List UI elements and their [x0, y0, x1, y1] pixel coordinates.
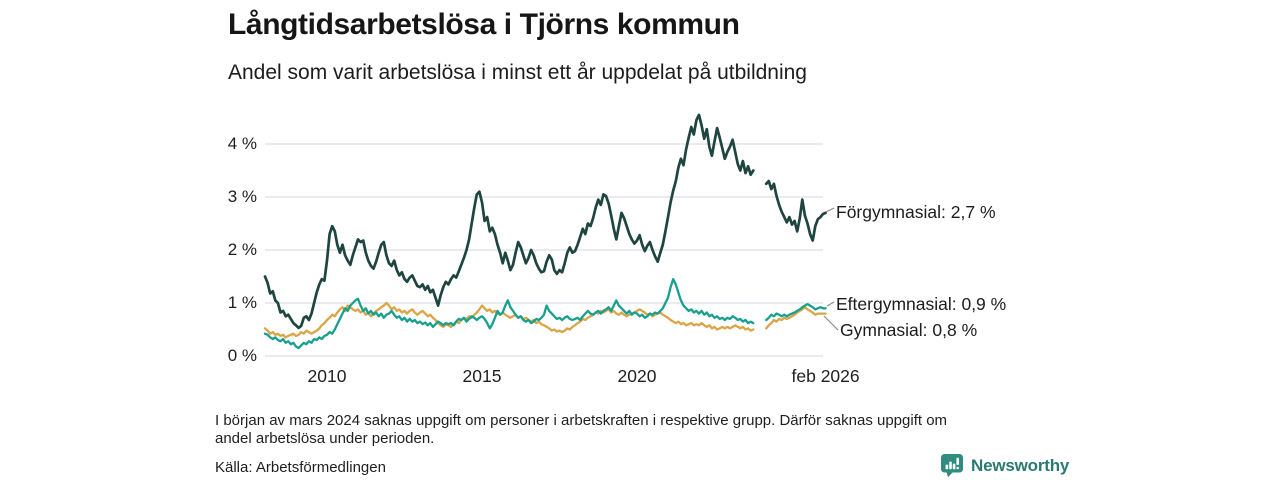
y-axis-tick-label: 1 % — [227, 293, 257, 312]
chart-subtitle: Andel som varit arbetslösa i minst ett å… — [228, 61, 807, 84]
series-label-forgymnasial: Förgymnasial: 2,7 % — [836, 202, 996, 222]
series-line-eftergymnasial — [263, 277, 827, 350]
annotation-leader-0 — [825, 207, 835, 213]
chart-footnote: I början av mars 2024 saknas uppgift om … — [215, 412, 947, 447]
source-attribution: Källa: Arbetsförmedlingen — [215, 459, 386, 476]
footnote-line-1: I början av mars 2024 saknas uppgift om … — [215, 412, 948, 429]
newsworthy-logo: Newsworthy — [940, 453, 1069, 478]
y-axis-tick-label: 2 % — [227, 240, 257, 259]
x-axis-tick-label: 2010 — [307, 366, 347, 386]
newsworthy-wordmark: Newsworthy — [971, 455, 1070, 475]
x-axis-tick-label: 2015 — [462, 366, 502, 386]
chart-title: Långtidsarbetslösa i Tjörns kommun — [228, 8, 740, 41]
y-axis-tick-label: 4 % — [227, 134, 257, 153]
series-line-förgymnasial — [263, 113, 827, 330]
footnote-line-2: andel arbetslösa under perioden. — [215, 429, 435, 447]
y-axis-tick-label: 0 % — [227, 346, 257, 365]
series-label-eftergymnasial: Eftergymnasial: 0,9 % — [836, 294, 1007, 314]
series-label-gymnasial: Gymnasial: 0,8 % — [840, 320, 978, 340]
annotation-leader-1 — [826, 301, 835, 307]
newsworthy-icon — [941, 454, 963, 478]
x-axis-tick-label: 2020 — [617, 366, 657, 386]
x-axis-tick-label: feb 2026 — [791, 366, 860, 386]
y-axis-tick-label: 3 % — [227, 187, 257, 206]
annotation-leader-2 — [823, 315, 839, 331]
